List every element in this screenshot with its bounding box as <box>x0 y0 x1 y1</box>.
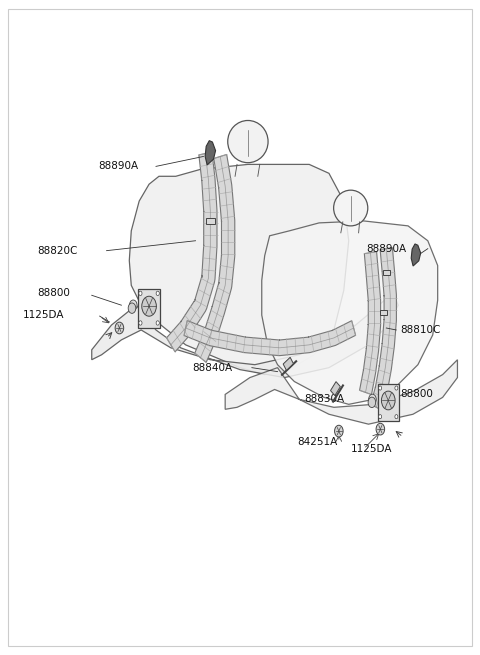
Circle shape <box>335 425 343 437</box>
Circle shape <box>130 300 137 310</box>
Circle shape <box>139 321 142 325</box>
Text: 88840A: 88840A <box>192 363 233 373</box>
Text: 1125DA: 1125DA <box>23 310 64 320</box>
Circle shape <box>156 291 159 295</box>
Bar <box>206 218 215 224</box>
Circle shape <box>139 291 142 295</box>
Text: 88800: 88800 <box>400 390 433 400</box>
Text: 88890A: 88890A <box>99 161 139 172</box>
Text: 84251A: 84251A <box>297 437 337 447</box>
Circle shape <box>115 322 124 334</box>
Text: 1125DA: 1125DA <box>351 444 392 454</box>
Polygon shape <box>195 155 235 362</box>
Circle shape <box>142 296 156 316</box>
Bar <box>283 358 293 371</box>
Ellipse shape <box>228 121 268 162</box>
Circle shape <box>128 303 136 313</box>
Polygon shape <box>262 221 438 404</box>
Circle shape <box>379 386 382 390</box>
Circle shape <box>156 321 159 325</box>
Bar <box>380 310 387 314</box>
Text: 88820C: 88820C <box>37 246 78 255</box>
Polygon shape <box>360 252 381 394</box>
Text: 88890A: 88890A <box>367 244 407 253</box>
Text: 88830A: 88830A <box>304 394 344 404</box>
Circle shape <box>382 391 395 410</box>
Circle shape <box>395 415 398 419</box>
Polygon shape <box>167 152 217 352</box>
Circle shape <box>368 397 376 407</box>
Polygon shape <box>411 244 420 266</box>
Bar <box>138 289 160 328</box>
Text: 88800: 88800 <box>37 288 70 298</box>
Bar <box>383 270 390 275</box>
Ellipse shape <box>334 190 368 226</box>
Bar <box>378 384 399 421</box>
Polygon shape <box>371 248 396 410</box>
Polygon shape <box>129 164 349 375</box>
Circle shape <box>369 394 376 405</box>
Polygon shape <box>205 141 216 165</box>
Polygon shape <box>92 292 398 377</box>
Bar <box>331 382 340 396</box>
Circle shape <box>379 415 382 419</box>
Circle shape <box>395 386 398 390</box>
Polygon shape <box>184 320 356 356</box>
Polygon shape <box>225 360 457 424</box>
Circle shape <box>376 423 384 435</box>
Text: 88810C: 88810C <box>400 325 441 335</box>
